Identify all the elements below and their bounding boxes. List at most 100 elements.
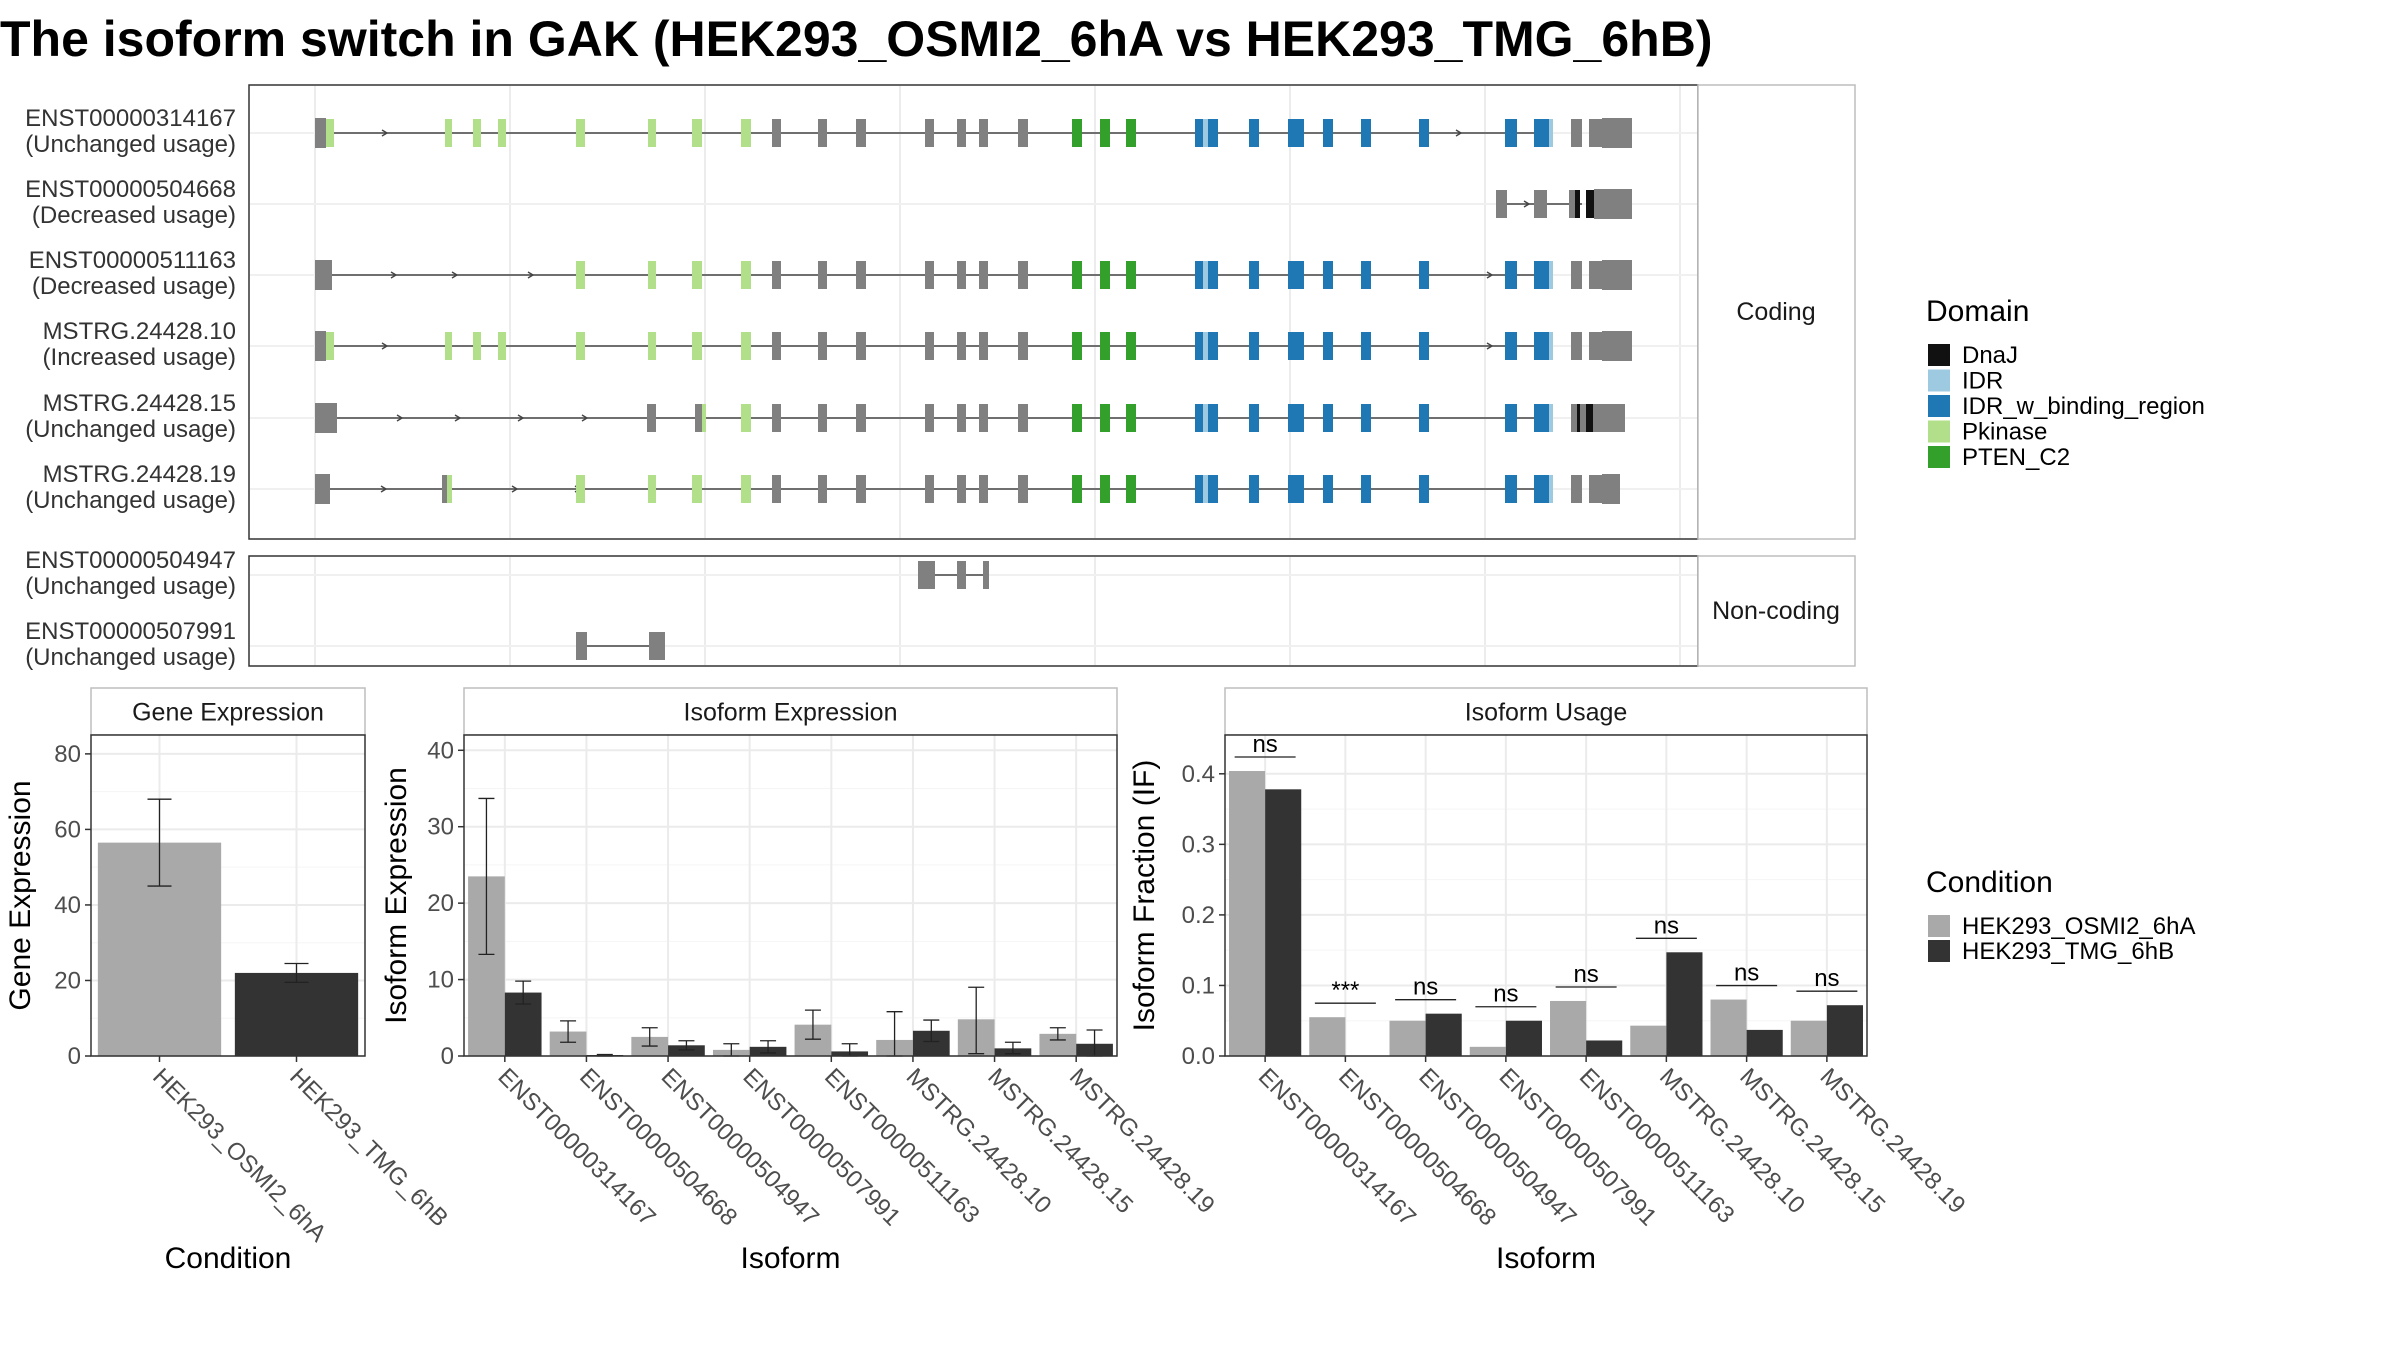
strand-arrow	[581, 414, 589, 422]
noncoding-strip-label: Non-coding	[1712, 597, 1840, 625]
significance-label: ns	[1413, 974, 1438, 1001]
exon-block	[741, 332, 751, 360]
exon-block	[1208, 404, 1218, 432]
exon-block	[1571, 261, 1582, 289]
exon-block	[692, 261, 702, 289]
x-tick-label: MSTRG.24428.19	[1064, 1063, 1220, 1219]
exon-block	[1203, 332, 1208, 360]
exon-block	[447, 475, 452, 503]
exon-block	[315, 260, 332, 290]
exon-block	[648, 119, 656, 147]
x-axis-title: Isoform	[740, 1242, 840, 1275]
x-tick-label: MSTRG.24428.19	[1815, 1063, 1971, 1219]
bar	[1309, 1017, 1346, 1056]
significance-label: ns	[1654, 912, 1679, 939]
exon-block	[1602, 118, 1632, 148]
strand-arrow	[390, 271, 398, 279]
exon-block	[1569, 190, 1575, 218]
exon-block	[1419, 119, 1429, 147]
transcript-usage-label: (Decreased usage)	[32, 273, 236, 300]
y-tick-label: 0.2	[1182, 902, 1215, 929]
transcript-id-label: MSTRG.24428.15	[43, 390, 236, 417]
exon-block	[818, 404, 827, 432]
exon-block	[1126, 261, 1136, 289]
transcript-id-label: ENST00000314167	[25, 105, 236, 132]
exon-block	[856, 404, 866, 432]
x-tick-label: MSTRG.24428.10	[1654, 1063, 1810, 1219]
exon-block	[576, 475, 585, 503]
y-tick-label: 0	[441, 1043, 454, 1070]
condition-legend-swatch	[1928, 915, 1950, 937]
exon-block	[648, 261, 656, 289]
exon-block	[1195, 475, 1203, 503]
condition-legend-title: Condition	[1926, 866, 2053, 899]
exon-block	[1602, 331, 1632, 361]
y-tick-label: 40	[427, 737, 454, 764]
exon-block	[1505, 404, 1517, 432]
strand-arrow	[381, 342, 389, 350]
exon-block	[1505, 332, 1517, 360]
domain-legend-swatch	[1928, 420, 1950, 443]
exon-block	[856, 261, 866, 289]
y-axis-title: Isoform Fraction (IF)	[1128, 760, 1161, 1032]
exon-block	[772, 404, 781, 432]
bar	[1265, 789, 1302, 1056]
y-tick-label: 10	[427, 967, 454, 994]
strand-arrow	[527, 271, 535, 279]
exon-block	[1549, 119, 1553, 147]
strand-arrow	[1486, 342, 1494, 350]
exon-block	[1571, 475, 1582, 503]
bar	[1710, 999, 1747, 1056]
exon-block	[1018, 475, 1028, 503]
y-tick-label: 40	[54, 892, 81, 919]
domain-legend-swatch	[1928, 369, 1950, 392]
exon-block	[1126, 404, 1136, 432]
exon-block	[1126, 475, 1136, 503]
transcript-id-label: ENST00000504668	[25, 176, 236, 203]
exon-block	[925, 261, 934, 289]
coding-strip-label: Coding	[1736, 298, 1815, 326]
exon-block	[1361, 404, 1371, 432]
exon-block	[1323, 404, 1333, 432]
transcript-labels: ENST00000314167 (Unchanged usage) ENST0000…	[25, 105, 236, 671]
panel-strip-title: Isoform Expression	[684, 699, 898, 727]
exon-block	[1505, 261, 1517, 289]
bar	[1586, 1040, 1623, 1056]
exon-block	[1288, 261, 1304, 289]
exon-block	[1208, 119, 1218, 147]
exon-block	[818, 119, 827, 147]
x-tick-label: ENST00000504668	[1333, 1063, 1501, 1231]
exon-block	[1018, 119, 1028, 147]
exon-block	[979, 475, 988, 503]
exon-block	[1100, 404, 1110, 432]
exon-block	[1126, 119, 1136, 147]
exon-block	[1203, 475, 1208, 503]
exon-block	[1195, 119, 1203, 147]
domain-legend-label: PTEN_C2	[1962, 444, 2070, 471]
transcript-usage-label: (Unchanged usage)	[25, 416, 236, 443]
exon-block	[741, 475, 751, 503]
exon-block	[1589, 261, 1602, 289]
exon-block	[695, 404, 702, 432]
exon-block	[315, 474, 330, 504]
strand-arrow	[381, 129, 389, 137]
exon-block	[979, 119, 988, 147]
transcript-structure-plot: Coding Non-coding ENST00000314167 (Unchan…	[25, 84, 1856, 671]
exon-block	[1072, 261, 1082, 289]
exon-block	[498, 332, 506, 360]
exon-block	[1323, 475, 1333, 503]
exon-block	[1586, 190, 1594, 218]
exon-block	[1577, 404, 1580, 432]
strand-arrow	[1486, 271, 1494, 279]
x-tick-label: ENST00000511163	[819, 1063, 985, 1229]
exon-block	[1496, 190, 1507, 218]
exon-block	[925, 332, 934, 360]
exon-block	[1323, 332, 1333, 360]
significance-label: ***	[1331, 977, 1359, 1004]
coding-strip	[1697, 84, 1856, 540]
exon-block	[702, 404, 706, 432]
x-axis-title: Condition	[165, 1242, 292, 1275]
exon-block	[818, 261, 827, 289]
